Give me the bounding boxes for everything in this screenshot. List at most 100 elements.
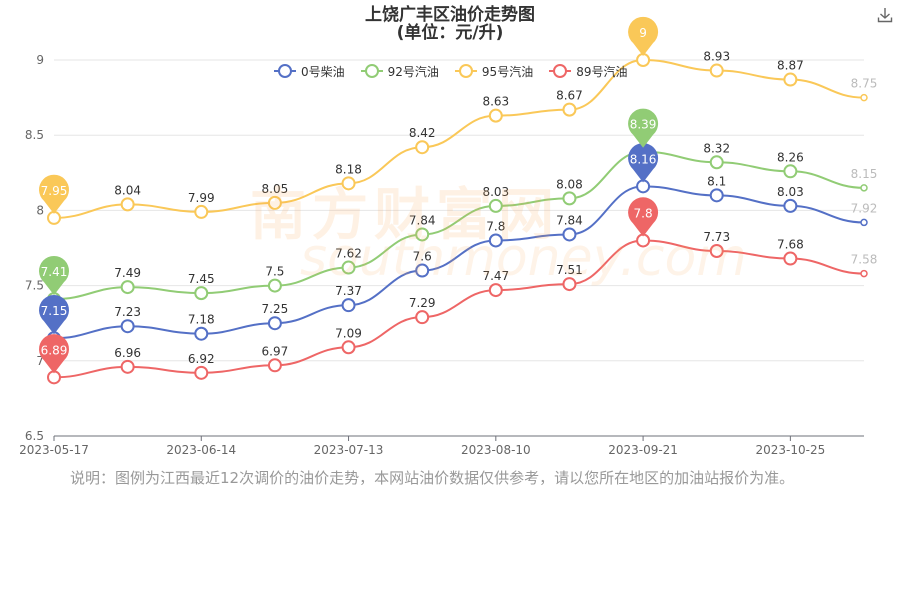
data-label: 8.05 [262, 182, 289, 196]
x-tick-label: 2023-05-17 [19, 443, 89, 457]
legend-item-diesel0[interactable]: 0号柴油 [274, 62, 345, 80]
data-label: 8.03 [482, 185, 509, 199]
data-point [783, 164, 798, 179]
series-line-2 [53, 58, 865, 219]
pin-label: 7.8 [634, 206, 653, 220]
data-label: 6.96 [114, 346, 141, 360]
data-point [267, 316, 282, 331]
data-point [415, 263, 430, 278]
data-label: 6.97 [262, 344, 289, 358]
pin-marker-icon [628, 16, 659, 56]
data-label: 7.23 [114, 305, 141, 319]
y-tick-label: 8.5 [25, 128, 44, 142]
series-line-3 [53, 239, 865, 379]
data-point [341, 340, 356, 355]
pin-marker-icon [39, 334, 69, 374]
data-point [783, 198, 798, 213]
data-label: 8.08 [556, 177, 583, 191]
data-label: 7.68 [777, 238, 804, 252]
data-point [488, 108, 503, 123]
legend-label: 95号汽油 [481, 64, 534, 79]
data-point [341, 176, 356, 191]
data-label: 7.5 [265, 265, 284, 279]
x-tick-label: 2023-09-21 [608, 443, 678, 457]
pin-marker-icon [628, 108, 659, 148]
data-point [709, 244, 724, 259]
data-point [860, 218, 868, 227]
data-point [488, 233, 503, 248]
legend-item-gas92[interactable]: 92号汽油 [360, 62, 439, 80]
legend-label: 0号柴油 [301, 64, 345, 79]
y-tick-label: 7.5 [25, 279, 44, 293]
data-point [562, 277, 577, 292]
legend-swatch-icon [274, 64, 296, 78]
legend-swatch-icon [454, 64, 477, 78]
data-point [267, 278, 282, 293]
x-tick-label: 2023-10-25 [755, 443, 825, 457]
pin-label: 7.15 [41, 304, 68, 318]
data-label: 7.62 [335, 247, 362, 261]
pin-label: 6.89 [41, 343, 68, 357]
data-label: 8.04 [114, 183, 141, 197]
data-label: 7.51 [556, 263, 583, 277]
data-point [267, 358, 282, 373]
data-label: 8.42 [409, 126, 436, 140]
legend-item-gas89[interactable]: 89号汽油 [549, 62, 627, 80]
x-tick-label: 2023-07-13 [314, 443, 384, 457]
data-point [488, 283, 503, 298]
data-point [709, 155, 724, 170]
data-point [860, 93, 868, 102]
data-label: 7.18 [188, 313, 215, 327]
data-label: 6.92 [188, 352, 215, 366]
series-line-1 [53, 150, 865, 301]
data-point [562, 102, 577, 117]
data-label: 8.15 [851, 167, 878, 181]
data-label: 7.6 [413, 250, 432, 264]
data-point [415, 140, 430, 155]
legend-label: 92号汽油 [387, 64, 439, 79]
pin-label: 9 [639, 26, 647, 40]
data-label: 8.18 [335, 162, 362, 176]
data-point [783, 72, 798, 87]
data-point [709, 188, 724, 203]
pin-label: 8.16 [630, 152, 657, 166]
download-icon[interactable] [876, 6, 894, 24]
data-point [267, 195, 282, 210]
pin-marker-icon [628, 197, 659, 237]
data-point [562, 191, 577, 206]
pin-label: 8.39 [630, 118, 657, 132]
legend-swatch-icon [360, 64, 383, 78]
data-point [120, 197, 135, 212]
data-point [488, 198, 503, 213]
data-label: 8.67 [556, 89, 583, 103]
pin-marker-icon [39, 295, 69, 335]
data-label: 8.87 [777, 59, 804, 73]
data-label: 7.84 [556, 213, 583, 227]
data-label: 7.47 [482, 269, 509, 283]
data-label: 7.58 [851, 253, 878, 267]
data-point [415, 227, 430, 242]
data-label: 7.37 [335, 284, 362, 298]
data-label: 8.26 [777, 150, 804, 164]
legend-item-gas95[interactable]: 95号汽油 [454, 62, 534, 80]
data-label: 7.09 [335, 326, 362, 340]
data-label: 7.49 [114, 266, 141, 280]
y-tick-label: 8 [36, 203, 44, 217]
data-point [341, 260, 356, 275]
data-label: 8.1 [707, 174, 726, 188]
data-label: 7.8 [486, 219, 505, 233]
x-tick-label: 2023-08-10 [461, 443, 531, 457]
y-tick-label: 9 [36, 53, 44, 67]
chart-note: 说明：图例为江西最近12次调价的油价走势，本网站油价数据仅供参考，请以您所在地区… [70, 469, 795, 487]
data-label: 8.63 [482, 95, 509, 109]
pin-marker-icon [39, 174, 69, 214]
data-label: 8.75 [851, 77, 878, 91]
chart-subtitle: (单位：元/升) [396, 23, 504, 43]
data-label: 8.93 [703, 50, 730, 64]
data-point [562, 227, 577, 242]
data-point [194, 365, 209, 380]
data-point [341, 298, 356, 313]
data-label: 7.73 [703, 230, 730, 244]
data-point [415, 310, 430, 325]
